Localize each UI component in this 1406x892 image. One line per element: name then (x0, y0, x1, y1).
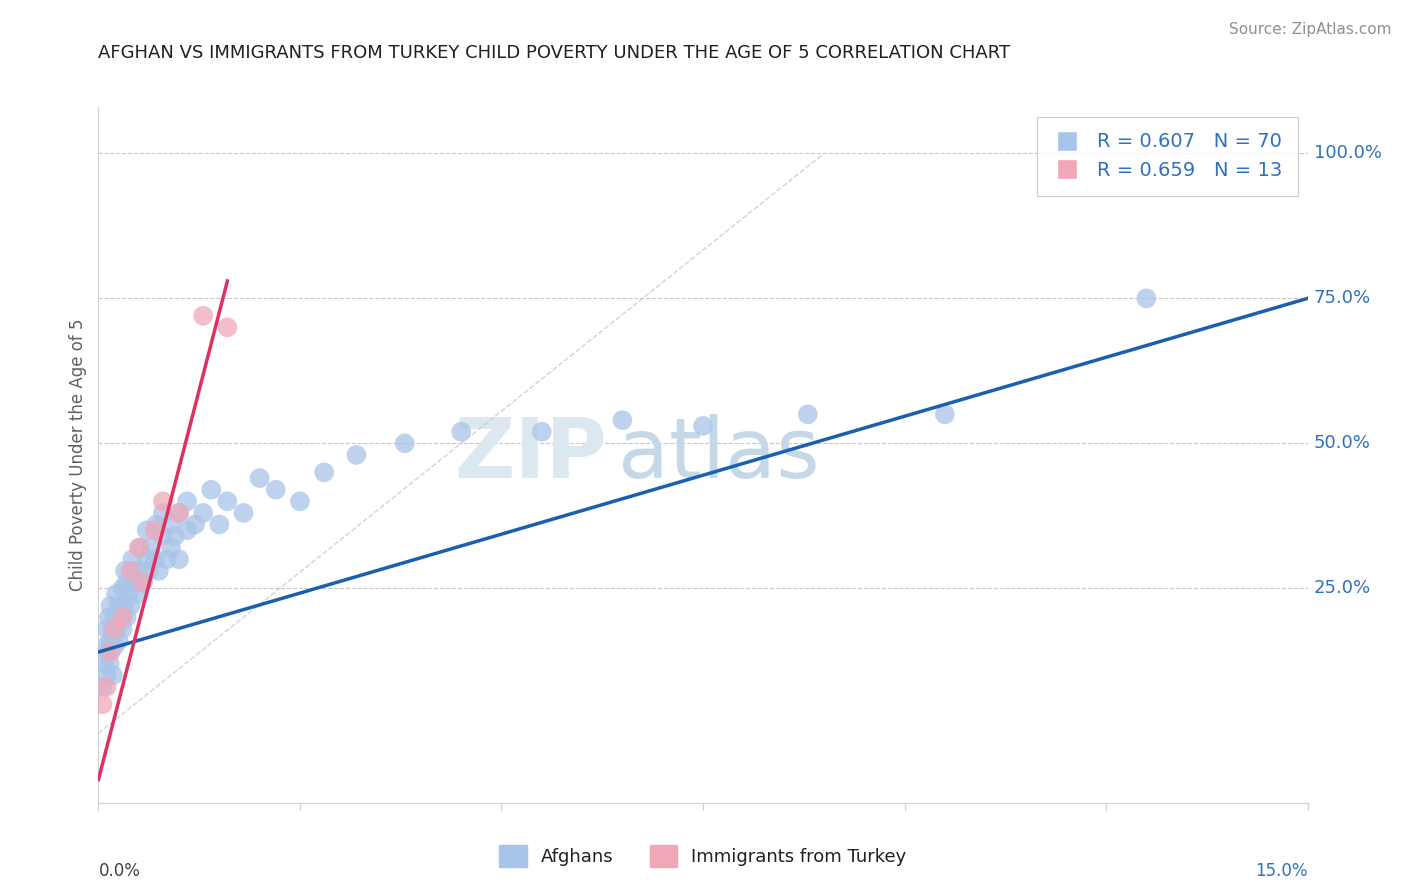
Text: 15.0%: 15.0% (1256, 862, 1308, 880)
Point (111, 610, 134, 624)
Point (120, 599, 142, 613)
Text: ZIP: ZIP (454, 415, 606, 495)
Legend: R = 0.607   N = 70, R = 0.659   N = 13: R = 0.607 N = 70, R = 0.659 N = 13 (1036, 117, 1298, 195)
Point (139, 541, 162, 555)
Point (249, 471, 271, 485)
Point (111, 582, 134, 596)
Point (143, 523, 166, 537)
Point (232, 506, 254, 520)
Point (138, 564, 160, 578)
Point (217, 320, 239, 334)
Point (101, 668, 124, 682)
Point (167, 552, 190, 566)
Point (94, 639, 117, 653)
Point (101, 622, 124, 636)
Point (107, 633, 129, 648)
Point (121, 552, 143, 566)
Text: 25.0%: 25.0% (1313, 579, 1371, 598)
Text: 0.0%: 0.0% (98, 862, 141, 880)
Point (124, 575, 146, 590)
Point (208, 517, 231, 532)
Point (450, 425, 472, 439)
Point (97, 610, 120, 624)
Point (118, 587, 141, 601)
Point (120, 564, 142, 578)
Point (110, 610, 132, 624)
Point (100, 633, 122, 648)
Point (120, 564, 142, 578)
Point (128, 541, 150, 555)
Point (200, 483, 222, 497)
Point (132, 575, 155, 590)
Point (96, 680, 118, 694)
Point (107, 599, 129, 613)
Point (193, 309, 215, 323)
Point (394, 436, 416, 450)
Text: 100.0%: 100.0% (1313, 145, 1382, 162)
Point (148, 564, 170, 578)
Point (152, 506, 174, 520)
Point (97, 645, 120, 659)
Text: atlas: atlas (619, 415, 820, 495)
Point (156, 552, 179, 566)
Point (115, 610, 138, 624)
Point (160, 541, 183, 555)
Point (93, 657, 115, 671)
Point (143, 552, 166, 566)
Point (193, 506, 215, 520)
Point (135, 552, 157, 566)
Point (167, 506, 190, 520)
Point (184, 517, 207, 532)
Point (103, 610, 125, 624)
Point (115, 575, 138, 590)
Point (128, 564, 150, 578)
Point (135, 523, 157, 537)
Point (797, 407, 820, 422)
Point (103, 639, 125, 653)
Point (160, 517, 183, 532)
Point (103, 622, 125, 636)
Point (105, 622, 128, 636)
Point (100, 599, 122, 613)
Point (128, 587, 150, 601)
Point (145, 517, 167, 532)
Point (167, 506, 190, 520)
Point (264, 483, 287, 497)
Point (176, 523, 198, 537)
Point (1135, 291, 1157, 305)
Point (692, 419, 714, 434)
Point (344, 448, 367, 462)
Point (132, 575, 155, 590)
Point (934, 407, 956, 422)
Text: Source: ZipAtlas.com: Source: ZipAtlas.com (1229, 22, 1392, 37)
Point (530, 425, 553, 439)
Point (91, 698, 114, 712)
Point (129, 541, 152, 555)
Point (612, 413, 634, 427)
Point (217, 494, 239, 508)
Text: AFGHAN VS IMMIGRANTS FROM TURKEY CHILD POVERTY UNDER THE AGE OF 5 CORRELATION CH: AFGHAN VS IMMIGRANTS FROM TURKEY CHILD P… (98, 45, 1011, 62)
Point (91, 680, 114, 694)
Point (112, 599, 135, 613)
Point (176, 494, 198, 508)
Point (152, 529, 174, 543)
Point (114, 564, 136, 578)
Point (96, 668, 118, 682)
Text: 75.0%: 75.0% (1313, 289, 1371, 308)
Y-axis label: Child Poverty Under the Age of 5: Child Poverty Under the Age of 5 (69, 318, 87, 591)
Point (314, 466, 336, 480)
Point (152, 494, 174, 508)
Point (100, 645, 122, 659)
Point (96, 622, 118, 636)
Point (105, 587, 128, 601)
Point (163, 529, 186, 543)
Point (288, 494, 311, 508)
Point (111, 622, 134, 636)
Point (98, 657, 121, 671)
Text: 50.0%: 50.0% (1313, 434, 1371, 452)
